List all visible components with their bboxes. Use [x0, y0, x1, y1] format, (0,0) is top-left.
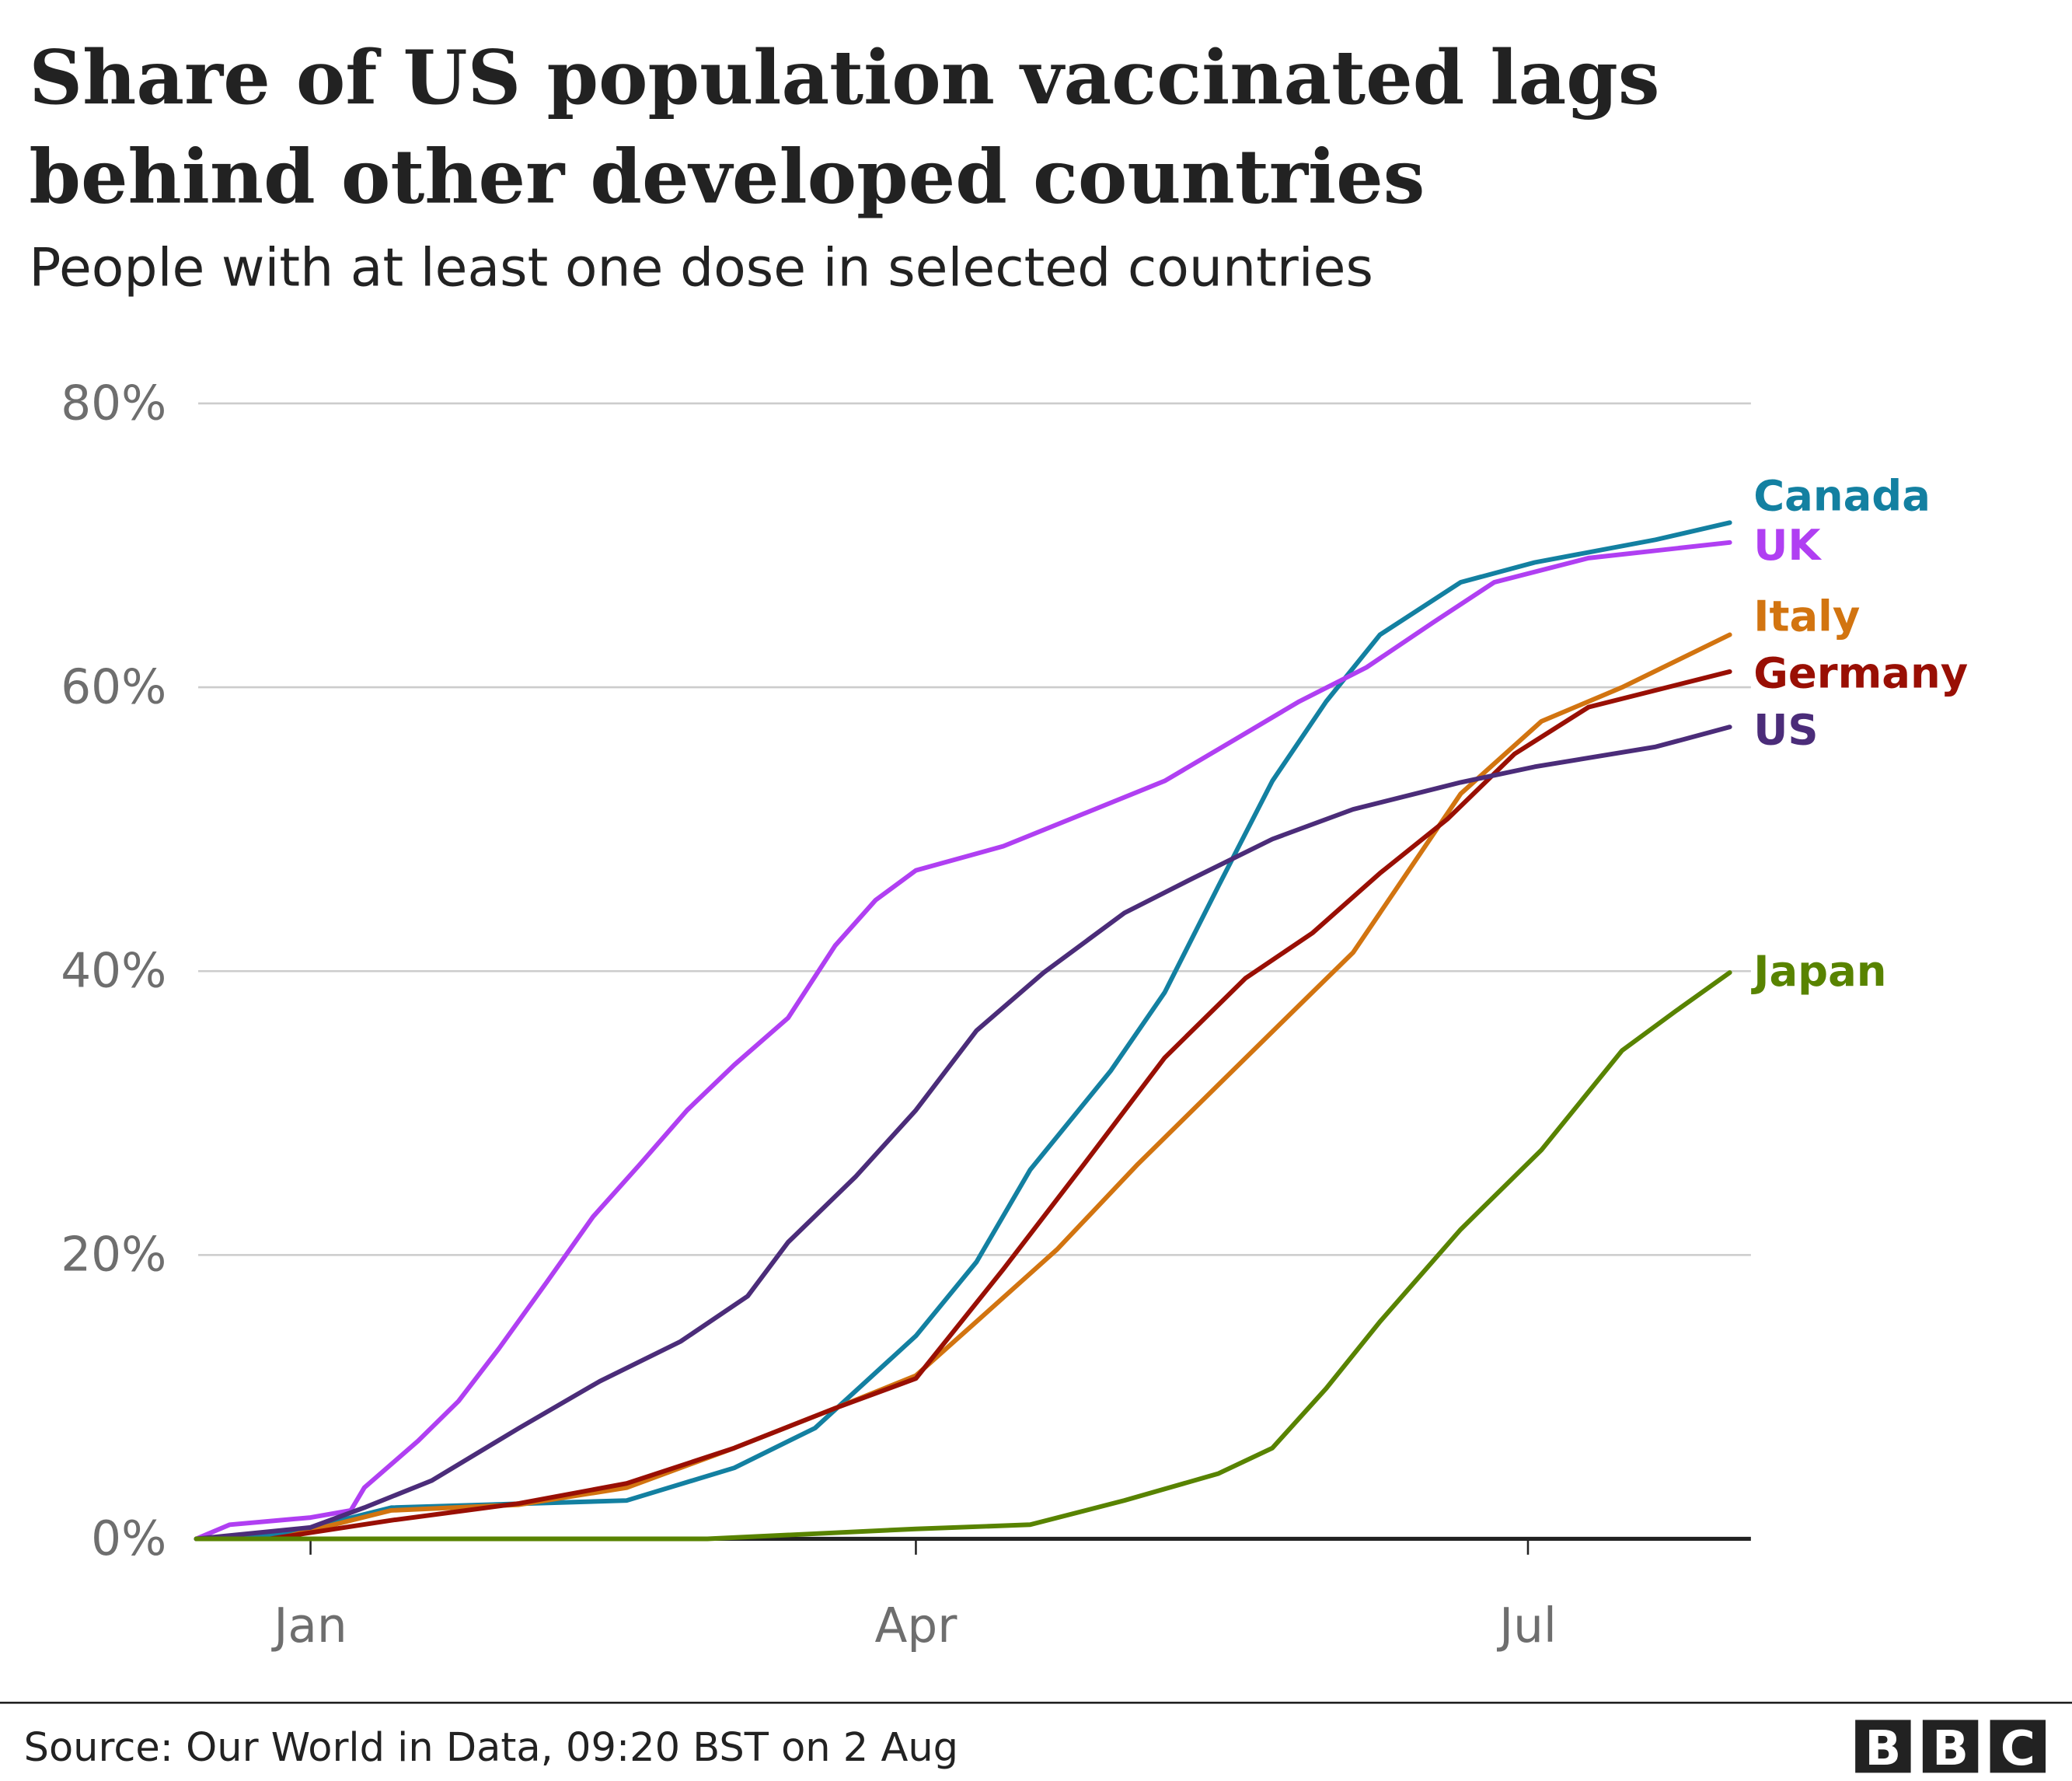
y-tick-label: 20% — [61, 1227, 166, 1283]
series-line-uk — [194, 540, 1732, 1542]
y-axis: 0% 20% 40% 60% 80% — [61, 375, 166, 1566]
series-label-uk: UK — [1753, 521, 1822, 570]
chart-title-line-1: Share of US population vaccinated lags — [29, 35, 1659, 121]
y-tick-label: 0% — [91, 1511, 166, 1566]
series-label-canada: Canada — [1753, 471, 1931, 520]
x-axis: Jan Apr Jul — [198, 1536, 1751, 1654]
x-tick-label: Jul — [1496, 1598, 1557, 1654]
chart-subtitle: People with at least one dose in selecte… — [29, 238, 1373, 299]
series-label-italy: Italy — [1753, 592, 1860, 641]
y-tick-label: 80% — [61, 375, 166, 431]
series-label-japan: Japan — [1750, 947, 1886, 996]
series-line-japan — [194, 970, 1732, 1542]
x-tick-label: Jan — [270, 1598, 347, 1654]
bbc-logo: B B C — [1855, 1720, 2046, 1776]
series-lines — [194, 520, 1732, 1542]
series-line-canada — [194, 520, 1732, 1542]
series-line-germany — [267, 669, 1732, 1542]
y-tick-label: 40% — [61, 944, 166, 999]
source-note: Source: Our World in Data, 09:20 BST on … — [24, 1725, 958, 1771]
gridlines — [198, 402, 1751, 1256]
series-line-us — [194, 725, 1732, 1542]
svg-text:B: B — [1865, 1721, 1902, 1776]
svg-text:B: B — [1932, 1721, 1969, 1776]
chart-title-line-2: behind other developed countries — [29, 134, 1425, 221]
x-tick-label: Apr — [875, 1598, 958, 1654]
series-label-us: US — [1753, 706, 1818, 755]
y-tick-label: 60% — [61, 659, 166, 714]
svg-text:C: C — [2000, 1721, 2035, 1776]
series-label-germany: Germany — [1753, 649, 1968, 698]
